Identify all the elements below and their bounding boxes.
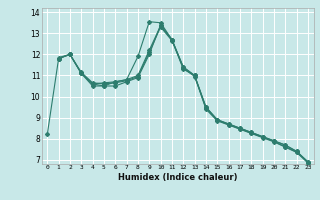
X-axis label: Humidex (Indice chaleur): Humidex (Indice chaleur) [118,173,237,182]
